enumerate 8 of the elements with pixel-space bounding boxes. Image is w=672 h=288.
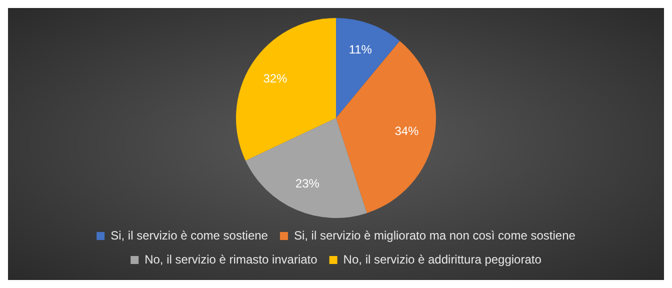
data-label: 34% (394, 124, 420, 138)
data-label: 32% (263, 72, 288, 86)
legend-label: Si, il servizio è come sostiene (110, 228, 268, 242)
data-label: 11% (348, 42, 372, 57)
legend-label: Si, il servizio è migliorato ma non così come sostiene (294, 228, 576, 242)
data-label: 23% (295, 176, 320, 190)
legend-label: No, il servizio è rimasto invariato (144, 252, 318, 266)
legend-label: No, il servizio è addirittura peggiorato (343, 252, 542, 266)
